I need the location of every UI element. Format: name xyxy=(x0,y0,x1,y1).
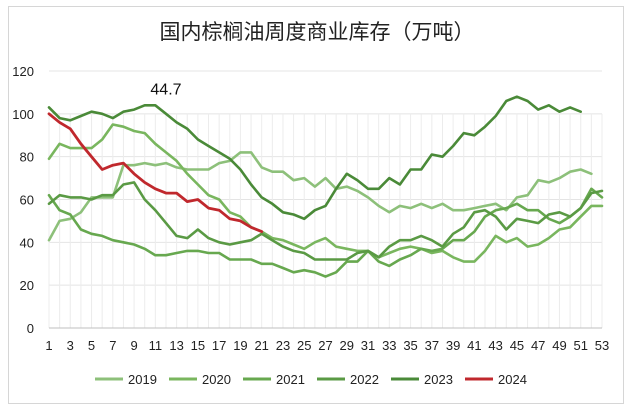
series-line-2019 xyxy=(47,151,593,242)
series-line-2023 xyxy=(47,95,583,221)
y-tick-label: 80 xyxy=(20,150,34,165)
series-lines xyxy=(47,95,604,278)
x-tick-label: 5 xyxy=(88,338,95,353)
x-tick-label: 25 xyxy=(297,338,311,353)
x-tick-label: 41 xyxy=(467,338,481,353)
x-tick-label: 15 xyxy=(191,338,205,353)
x-tick-label: 39 xyxy=(446,338,460,353)
x-tick-label: 7 xyxy=(109,338,116,353)
x-tick-label: 47 xyxy=(531,338,545,353)
x-tick-label: 51 xyxy=(573,338,587,353)
x-tick-label: 21 xyxy=(254,338,268,353)
series-line-2022 xyxy=(47,181,604,261)
series-line-2021 xyxy=(47,187,604,278)
x-axis: 1 3 5 7 9 11 13 15 17 19 21 23 25 27 29 31 33 35 37 39 41 43 4… xyxy=(45,327,609,353)
legend-label-2023: 2023 xyxy=(424,372,453,387)
legend-label-2019: 2019 xyxy=(128,372,157,387)
x-tick-label: 19 xyxy=(233,338,247,353)
grid xyxy=(48,70,603,328)
y-tick-label: 120 xyxy=(12,64,34,79)
x-tick-label: 11 xyxy=(149,338,163,353)
y-tick-label: 20 xyxy=(20,278,34,293)
y-tick-label: 40 xyxy=(20,235,34,250)
series-line-2024 xyxy=(47,112,264,234)
x-tick-label: 31 xyxy=(361,338,375,353)
legend: 2019 2020 2021 2022 2023 2024 xyxy=(95,372,527,387)
x-tick-label: 37 xyxy=(425,338,439,353)
x-tick-label: 3 xyxy=(67,338,74,353)
x-tick-label: 43 xyxy=(488,338,502,353)
legend-label-2022: 2022 xyxy=(350,372,379,387)
chart-title: 国内棕榈油周度商业库存（万吨） xyxy=(160,20,475,44)
series-line-2020 xyxy=(47,123,604,263)
x-tick-label: 27 xyxy=(318,338,332,353)
x-tick-label: 23 xyxy=(276,338,290,353)
x-tick-label: 29 xyxy=(340,338,354,353)
peak-annotation: 44.7 xyxy=(150,82,181,99)
x-tick-label: 35 xyxy=(403,338,417,353)
x-tick-label: 1 xyxy=(45,338,52,353)
x-tick-label: 45 xyxy=(510,338,524,353)
x-tick-label: 49 xyxy=(552,338,566,353)
legend-label-2021: 2021 xyxy=(276,372,305,387)
x-tick-label: 9 xyxy=(130,338,137,353)
y-tick-label: 100 xyxy=(12,107,34,122)
y-axis: 0 20 40 60 80 100 120 xyxy=(12,64,34,336)
x-tick-label: 33 xyxy=(382,338,396,353)
x-tick-label: 13 xyxy=(169,338,183,353)
y-tick-label: 60 xyxy=(20,193,34,208)
x-tick-label: 17 xyxy=(212,338,226,353)
legend-label-2020: 2020 xyxy=(202,372,231,387)
y-tick-label: 0 xyxy=(27,321,34,336)
legend-label-2024: 2024 xyxy=(498,372,527,387)
x-tick-label: 53 xyxy=(595,338,609,353)
